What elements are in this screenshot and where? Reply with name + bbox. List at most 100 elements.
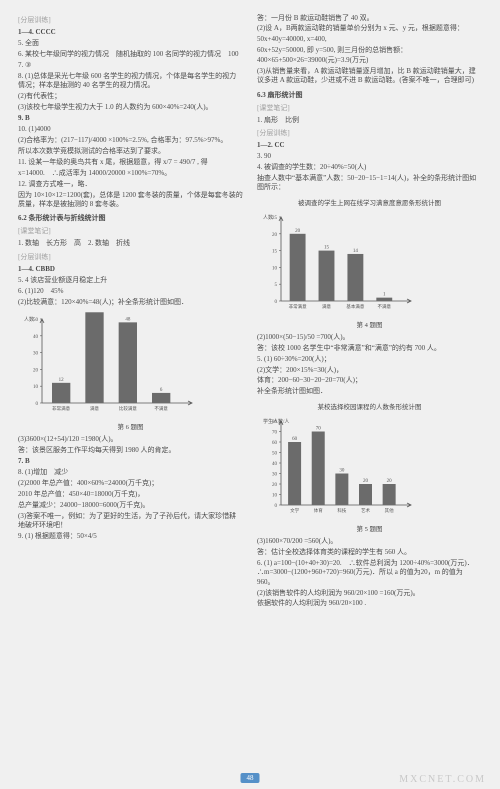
answer-line: 1. 扇形 比例 xyxy=(257,116,482,125)
answer-line: 1. 数轴 长方形 高 2. 数轴 折线 xyxy=(18,239,243,248)
svg-text:人数: 人数 xyxy=(24,316,34,323)
answer-line: 补全条形统计图如图． xyxy=(257,387,482,396)
svg-text:50: 50 xyxy=(272,451,278,456)
svg-text:20: 20 xyxy=(33,369,39,374)
answer-line: 答：估计全校选择体育类的课程的学生有 560 人。 xyxy=(257,548,482,557)
chart-caption: 第 6 题图 xyxy=(18,421,243,431)
svg-text:15: 15 xyxy=(272,249,278,254)
answer-line: 6. (1)120 45% xyxy=(18,287,243,296)
answer-line: (2)1000×(50−15)/50 =700(人)。 xyxy=(257,333,482,342)
answer-line: (3)从销售量来看，A 款运动鞋销量逐月增加，比 B 款运动鞋销量大，建议多进 … xyxy=(257,67,482,86)
svg-text:20: 20 xyxy=(295,228,301,233)
chart-caption: 被调查的学生上网在线学习满意度意愿条形统计图 xyxy=(257,197,482,207)
svg-text:12: 12 xyxy=(59,378,65,383)
answer-line: 7. B xyxy=(18,457,243,466)
answer-line: 1—4. CCCC xyxy=(18,28,243,37)
svg-text:0: 0 xyxy=(275,504,278,509)
svg-text:其他: 其他 xyxy=(385,507,394,514)
answer-line: 体育：200−60−30−20−20=70(人)； xyxy=(257,376,482,385)
svg-text:60: 60 xyxy=(272,441,278,446)
svg-text:学生人数/人: 学生人数/人 xyxy=(263,418,289,425)
svg-text:满意: 满意 xyxy=(90,405,99,412)
svg-text:20: 20 xyxy=(272,232,278,237)
answer-line: 3. 90 xyxy=(257,152,482,161)
answer-line: 7. ③ xyxy=(18,61,243,70)
answer-line: (3)该校七年级学生视力大于 1.0 的人数约为 600×40%=240(人)。 xyxy=(18,103,243,112)
answer-line: 5. 4 该店营业额逐月稳定上升 xyxy=(18,276,243,285)
answer-line: 答：该校 1000 名学生中“非常满意”和“满意”的约有 700 人。 xyxy=(257,344,482,353)
answer-line: 12. 调查方式唯一，略． xyxy=(18,180,243,189)
answer-line: (2)2000 年总产值：400×60%=24000(万千克)； xyxy=(18,479,243,488)
chart-q5: 某校选择校园课程的人数条形统计图 01020304050607080学生人数/人… xyxy=(257,401,482,533)
svg-text:科技: 科技 xyxy=(337,507,346,514)
svg-text:0: 0 xyxy=(36,402,39,407)
svg-text:10: 10 xyxy=(33,385,39,390)
svg-text:不满意: 不满意 xyxy=(378,303,392,310)
svg-text:不满意: 不满意 xyxy=(154,405,168,412)
answer-line: 5. 全面 xyxy=(18,39,243,48)
section-label: [分层训练] xyxy=(257,128,482,138)
answer-line: (2)文学：200×15%=30(人)， xyxy=(257,366,482,375)
svg-text:30: 30 xyxy=(339,468,345,473)
answer-line: 6. (1) a=100−(10+40+30)=20. ∴软件总利润为 1200… xyxy=(257,559,482,587)
answer-line: 8. (1)增加 减少 xyxy=(18,468,243,477)
answer-line: 60x+52y=50000, 即 y=500, 则三月份的总销售额：400×65… xyxy=(257,46,482,65)
answer-line: 11. 设某一年级的奥鸟共有 x 尾，根据题意，得 x/7 = 490/7 , … xyxy=(18,158,243,167)
svg-text:基本满意: 基本满意 xyxy=(346,303,364,310)
section-label: [课堂笔记] xyxy=(257,103,482,113)
svg-text:40: 40 xyxy=(272,462,278,467)
answer-line: 4. 被调查的学生数：20÷40%=50(人) xyxy=(257,163,482,172)
answer-line: (2)合格率为：(217−117)/4000 ×100%=2.5%, 合格率为：… xyxy=(18,136,243,145)
answer-line: x=14000. ∴成活率为 14000/20000 ×100%=70%。 xyxy=(18,169,243,178)
section-heading: 6.3 扇形统计图 xyxy=(257,90,482,100)
answer-line: (2)有代表性； xyxy=(18,92,243,101)
svg-text:5: 5 xyxy=(275,283,278,288)
svg-text:60: 60 xyxy=(292,437,298,442)
answer-line: (2)该销售软件的人均利润为 960/20×100 =160(万元)。 xyxy=(257,589,482,598)
svg-text:48: 48 xyxy=(125,317,131,322)
svg-text:54: 54 xyxy=(92,311,98,312)
bar-chart: 01020304050人数12非常满意54满意48比较满意6不满意 xyxy=(18,311,198,421)
answer-line: (3)答案不唯一，例如：为了更好的生活，为了子孙后代，请大家珍惜耕地破坏环境吧！ xyxy=(18,512,243,531)
answer-line: 依据软件的人均利润为 960/20×100 . xyxy=(257,599,482,608)
answer-line: (2)设 A，B两款运动鞋的销量单价分别为 x 元、y 元，根据题意得： xyxy=(257,24,482,33)
answer-line: 总产量减少：24000−18000=6000(万千克)。 xyxy=(18,501,243,510)
svg-text:20: 20 xyxy=(363,479,369,484)
answer-line: 2010 年总产值：450×40=18000(万千克)， xyxy=(18,490,243,499)
answer-line: (3)1600×70/200 =560(人)。 xyxy=(257,537,482,546)
svg-text:40: 40 xyxy=(33,335,39,340)
answer-line: 所以本次数学竞模拟测试的合格率达到了要求。 xyxy=(18,147,243,156)
answer-line: 10. (1)4000 xyxy=(18,125,243,134)
chart-caption: 第 4 题图 xyxy=(257,319,482,329)
svg-text:6: 6 xyxy=(160,388,163,393)
section-heading: 6.2 条形统计表与折线统计图 xyxy=(18,213,243,223)
answer-line: 因为 10×10×12=1200(套)，总体是 1200 套冬装的质量，个体是每… xyxy=(18,191,243,210)
section-label: [课堂笔记] xyxy=(18,226,243,236)
svg-text:10: 10 xyxy=(272,266,278,271)
answer-line: 9. (1) 根据题意得：50×4/5 xyxy=(18,532,243,541)
svg-text:非常满意: 非常满意 xyxy=(289,303,307,310)
svg-text:14: 14 xyxy=(353,249,359,254)
svg-text:比较满意: 比较满意 xyxy=(119,405,137,412)
watermark: MXCNET.COM xyxy=(399,774,486,785)
svg-text:15: 15 xyxy=(324,245,330,250)
section-label: [分层训练] xyxy=(18,252,243,262)
answer-line: 50x+40y=40000, x=400, xyxy=(257,35,482,44)
answer-line: 答：一月份 B 款运动鞋销售了 40 双。 xyxy=(257,14,482,23)
svg-text:人数: 人数 xyxy=(263,214,273,221)
chart-caption: 某校选择校园课程的人数条形统计图 xyxy=(257,401,482,411)
answer-line: 9. B xyxy=(18,114,243,123)
answer-line: (2)比较满意：120×40%=48(人)；补全条形统计图如图． xyxy=(18,298,243,307)
chart-q4: 被调查的学生上网在线学习满意度意愿条形统计图 0510152025人数20非常满… xyxy=(257,197,482,329)
left-column: [分层训练] 1—4. CCCC 5. 全面 6. 某校七年级同学的视力情况 随… xyxy=(18,12,243,610)
answer-line: 8. (1)总体是采光七年级 600 名学生的视力情况，个体是每名学生的视力情况… xyxy=(18,72,243,91)
bar-chart: 0510152025人数20非常满意15满意14基本满意1不满意 xyxy=(257,209,417,319)
answer-line: (3)3600×(12+54)/120 =1980(人)。 xyxy=(18,435,243,444)
svg-text:文学: 文学 xyxy=(290,507,299,514)
answer-line: 5. (1) 60÷30%=200(人)； xyxy=(257,355,482,364)
svg-text:70: 70 xyxy=(272,430,278,435)
svg-text:1: 1 xyxy=(383,292,386,297)
chart-q6: 01020304050人数12非常满意54满意48比较满意6不满意 第 6 题图 xyxy=(18,311,243,431)
chart-caption: 第 5 题图 xyxy=(257,523,482,533)
svg-text:20: 20 xyxy=(387,479,393,484)
